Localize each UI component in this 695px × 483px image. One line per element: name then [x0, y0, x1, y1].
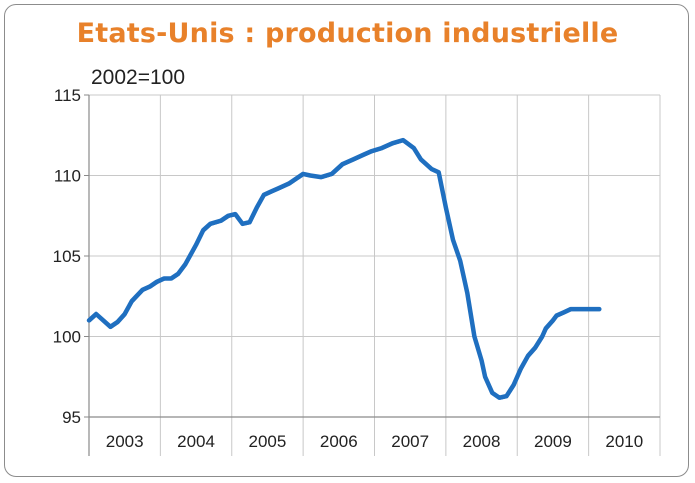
axes — [84, 94, 660, 456]
x-tick-label: 2003 — [106, 432, 144, 451]
x-tick-label: 2007 — [391, 432, 429, 451]
y-tick-label: 105 — [53, 247, 81, 266]
y-tick-label: 95 — [62, 408, 81, 427]
y-tick-label: 100 — [53, 328, 81, 347]
x-tick-label: 2006 — [320, 432, 358, 451]
x-tick-label: 2005 — [249, 432, 287, 451]
y-axis: 95 100 105 110 115 — [53, 86, 81, 427]
y-tick-label: 110 — [54, 167, 81, 186]
chart-subtitle: 2002=100 — [91, 66, 186, 89]
x-axis: 2003 2004 2005 2006 2007 2008 2009 2010 — [106, 432, 643, 451]
grid — [89, 94, 661, 456]
chart-title: Etats-Unis : production industrielle — [76, 18, 619, 49]
x-tick-label: 2009 — [534, 432, 572, 451]
x-tick-label: 2010 — [605, 432, 643, 451]
x-tick-label: 2004 — [177, 432, 215, 451]
series-layer — [86, 137, 602, 400]
y-tick-label: 115 — [54, 86, 81, 105]
series-line — [86, 137, 602, 400]
x-tick-label: 2008 — [463, 432, 501, 451]
chart-frame — [4, 4, 689, 477]
